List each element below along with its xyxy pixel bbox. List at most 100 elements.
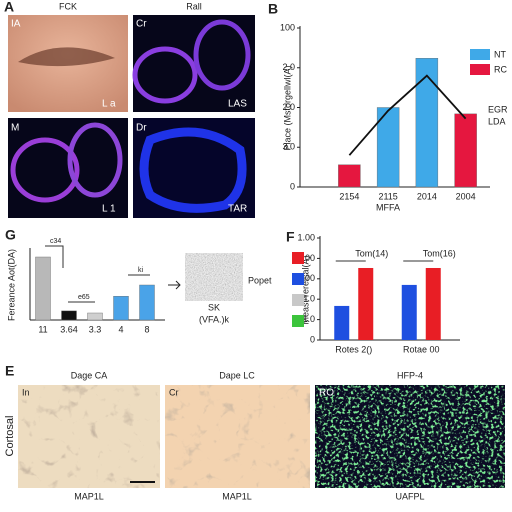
bar — [454, 113, 477, 188]
tissue-ring — [10, 137, 80, 203]
image-caption: UAFPL — [395, 491, 424, 501]
tile-label: Cr — [169, 387, 179, 397]
tissue-ring — [132, 46, 198, 104]
bracket — [45, 245, 64, 268]
y-axis-label: Fereance Aot(DA) — [6, 249, 16, 321]
image-label: (VFA.)k — [199, 314, 230, 324]
annotation: e65 — [78, 294, 90, 301]
bar — [61, 310, 77, 321]
green-texture — [315, 385, 505, 488]
x-tick-label: 11 — [38, 324, 47, 334]
panel-label: F — [286, 229, 295, 245]
line — [348, 74, 467, 156]
x-tick-label: 8 — [144, 324, 149, 334]
cell-texture — [18, 385, 160, 488]
image-title: Dage CA — [71, 370, 108, 380]
image-label: SK — [208, 302, 220, 312]
bar — [358, 267, 374, 340]
legend-swatch — [292, 294, 304, 306]
tissue-ring — [193, 19, 251, 91]
image-caption: MAP1L — [222, 491, 252, 501]
panel-label: E — [5, 363, 14, 379]
y-axis-label: Place (Mstorgellwl(A) — [282, 65, 292, 150]
image-title: HFP-4 — [397, 370, 423, 380]
image-tile — [8, 118, 128, 218]
annotation: EGR — [488, 104, 508, 114]
arrow — [168, 280, 181, 290]
tile-label: M — [11, 123, 19, 134]
y-tick-label: 3.0 — [282, 142, 295, 152]
tissue-ring — [67, 122, 123, 198]
annotation: ki — [138, 267, 144, 274]
legend-swatch — [292, 252, 304, 264]
x-tick-label: 2014 — [417, 191, 437, 201]
panel-title: Rall — [186, 1, 202, 11]
tissue-ring — [139, 127, 247, 213]
legend-swatch — [470, 64, 490, 75]
cell-texture — [165, 385, 310, 488]
tile-label: In — [22, 387, 30, 397]
panel-a-images — [8, 15, 255, 218]
side-label: Cortosal — [4, 416, 16, 457]
scale-label: L 1 — [102, 204, 116, 215]
scale-label: TAR — [228, 204, 247, 215]
bar — [425, 267, 441, 340]
y-tick-label: 2.00 — [297, 273, 315, 283]
y-tick-label: 1.0 — [302, 314, 315, 324]
image-title: Dape LC — [219, 370, 255, 380]
legend-swatch — [292, 273, 304, 285]
bar — [376, 107, 400, 188]
panel-e-images — [18, 385, 505, 488]
x-tick-label: 3.64 — [60, 324, 78, 334]
x-axis-label: MFFA — [376, 202, 400, 212]
x-tick-label: Rotes 2() — [335, 344, 372, 354]
legend-label: NT — [494, 49, 506, 59]
y-tick-label: 4.0 — [302, 294, 315, 304]
x-tick-label: 4 — [118, 324, 123, 334]
bar — [113, 296, 129, 321]
bar — [334, 305, 350, 340]
annotation: Tom(14) — [355, 248, 388, 258]
legend-swatch — [470, 49, 490, 60]
y-tick-label: 0 — [290, 181, 295, 191]
scale-label: L a — [102, 99, 116, 110]
annotation: c34 — [50, 238, 61, 245]
tile-label: IA — [11, 19, 21, 30]
texture-image — [185, 253, 243, 301]
annotation: LDA — [488, 116, 506, 126]
y-tick-label: 0 — [310, 334, 315, 344]
x-tick-label: 2154 — [339, 191, 359, 201]
legend-swatch — [292, 315, 304, 327]
image-label: Popet — [248, 275, 272, 285]
tile-label: Cr — [136, 19, 147, 30]
y-axis-label: Meast-rerelsal(A) — [300, 255, 310, 324]
y-tick-label: 2.0 — [282, 62, 295, 72]
bar — [415, 58, 439, 188]
panel-label: B — [268, 1, 278, 17]
y-tick-label: 2.00 — [297, 253, 315, 263]
bar — [87, 312, 103, 321]
image-caption: MAP1L — [74, 491, 104, 501]
tile-label: Dr — [136, 123, 147, 134]
x-tick-label: 2115 — [378, 191, 397, 201]
eye-shape — [18, 47, 115, 67]
bar — [139, 284, 155, 321]
annotation: Tom(16) — [423, 248, 456, 258]
x-tick-label: Rotae 00 — [403, 344, 440, 354]
x-tick-label: 3.3 — [89, 324, 102, 334]
x-tick-label: 2004 — [456, 191, 476, 201]
tile-label: RO — [319, 388, 334, 399]
panel-title: FCK — [59, 1, 77, 11]
panel-label: A — [4, 0, 14, 15]
panel-label: G — [5, 227, 16, 243]
scale-label: LAS — [228, 99, 247, 110]
y-tick-label: 100 — [280, 22, 295, 32]
y-tick-label: 1.00 — [297, 232, 315, 242]
bar — [35, 256, 51, 321]
bar — [338, 164, 361, 188]
bar — [401, 284, 417, 340]
y-tick-label: 2.0 — [282, 102, 295, 112]
legend-label: RC — [494, 64, 507, 74]
